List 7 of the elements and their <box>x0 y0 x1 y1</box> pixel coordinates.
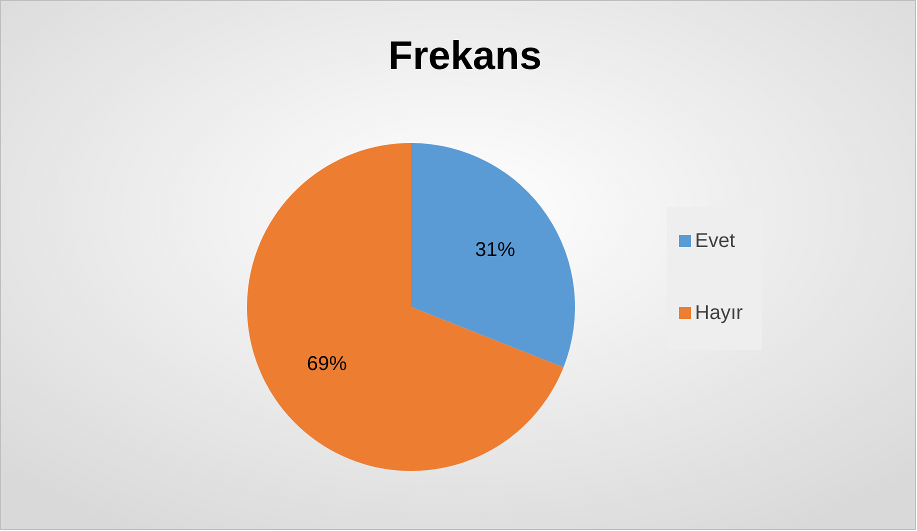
chart-title: Frekans <box>388 34 542 78</box>
legend-label: Evet <box>695 230 736 252</box>
pie-slice <box>411 143 575 368</box>
data-label: 69% <box>306 353 348 376</box>
data-label: 31% <box>475 238 516 261</box>
legend-label: Hayır <box>695 302 744 324</box>
pie-slice <box>247 143 564 471</box>
